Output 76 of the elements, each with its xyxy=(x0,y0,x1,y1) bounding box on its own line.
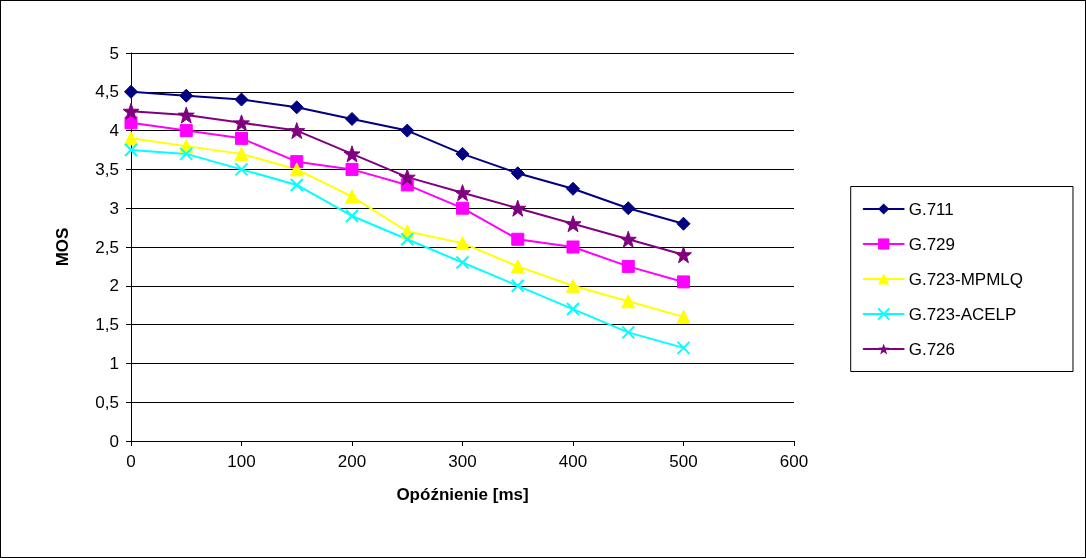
point xyxy=(510,259,525,274)
y-axis-title: MOS xyxy=(53,227,72,267)
y-tick-label: 2 xyxy=(109,276,119,296)
legend-label: G.726 xyxy=(908,339,955,359)
point xyxy=(456,201,469,215)
point xyxy=(122,102,140,120)
x-tick-label: 400 xyxy=(558,452,588,471)
point xyxy=(621,259,635,273)
point xyxy=(398,168,416,186)
point xyxy=(289,100,304,115)
point xyxy=(345,189,359,204)
point xyxy=(124,84,138,99)
point xyxy=(177,106,195,124)
point xyxy=(564,215,582,233)
y-tick-label: 1,5 xyxy=(95,315,119,335)
point xyxy=(235,131,248,145)
y-tick-label: 0,5 xyxy=(95,392,119,412)
legend-label: G.711 xyxy=(908,199,954,219)
point xyxy=(289,177,304,192)
x-tick-label: 0 xyxy=(126,452,136,471)
point xyxy=(566,278,580,293)
legend-label: G.723-MPMLQ xyxy=(908,269,1023,289)
point xyxy=(345,162,359,176)
point xyxy=(621,325,636,340)
point xyxy=(345,208,359,223)
point xyxy=(345,111,359,126)
x-tick-label: 200 xyxy=(337,452,367,471)
point xyxy=(124,131,138,146)
x-axis-title: Opóźnienie [ms] xyxy=(396,485,529,504)
point xyxy=(124,143,138,157)
point xyxy=(288,122,306,140)
point xyxy=(621,294,636,309)
point xyxy=(234,92,249,107)
point xyxy=(675,246,692,264)
point xyxy=(676,309,691,324)
point xyxy=(455,236,470,251)
x-tick-label: 100 xyxy=(227,452,256,471)
y-tick-label: 1 xyxy=(109,353,119,373)
point xyxy=(454,184,471,202)
x-tick-label: 600 xyxy=(779,452,809,471)
y-tick-label: 2,5 xyxy=(95,237,119,257)
point xyxy=(510,278,525,293)
point xyxy=(400,232,415,247)
point xyxy=(400,123,415,138)
point xyxy=(566,240,580,254)
point xyxy=(233,114,250,132)
y-tick-label: 3,5 xyxy=(95,159,119,179)
point xyxy=(234,162,249,177)
point xyxy=(179,146,194,161)
point xyxy=(179,124,193,138)
y-tick-label: 0 xyxy=(109,431,119,451)
point xyxy=(566,181,580,196)
point xyxy=(621,201,636,216)
point xyxy=(509,199,527,217)
point xyxy=(676,340,691,355)
point xyxy=(676,216,691,231)
point xyxy=(455,146,470,161)
point xyxy=(510,166,525,181)
point xyxy=(455,255,470,270)
y-tick-label: 4 xyxy=(109,121,119,141)
y-tick-label: 4,5 xyxy=(95,82,119,102)
point xyxy=(511,232,525,246)
point xyxy=(566,302,580,317)
point xyxy=(179,88,194,103)
y-tick-label: 5 xyxy=(109,43,119,63)
point xyxy=(289,162,304,177)
legend-label: G.723-ACELP xyxy=(908,304,1017,324)
point xyxy=(343,145,361,163)
y-tick-label: 3 xyxy=(109,198,119,218)
point xyxy=(677,275,690,289)
legend-label: G.729 xyxy=(908,234,955,254)
x-tick-label: 500 xyxy=(669,452,698,471)
point xyxy=(619,230,637,248)
point xyxy=(234,146,249,161)
x-tick-label: 300 xyxy=(448,452,477,471)
point xyxy=(124,116,138,130)
